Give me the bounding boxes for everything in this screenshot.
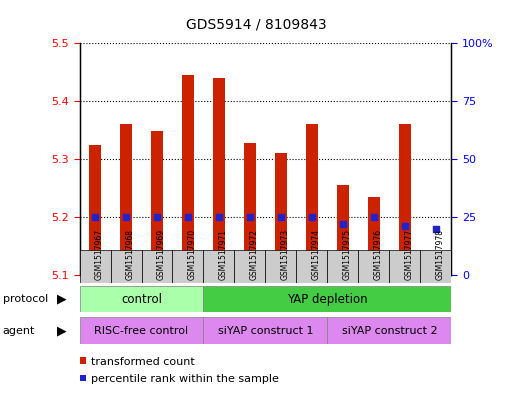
Bar — [110, 43, 142, 275]
Bar — [389, 43, 421, 275]
Bar — [204, 250, 234, 283]
Bar — [204, 43, 234, 275]
Bar — [234, 250, 265, 283]
Bar — [297, 250, 327, 283]
Bar — [265, 250, 297, 283]
Point — [308, 214, 316, 220]
Bar — [80, 43, 110, 275]
Bar — [151, 131, 163, 275]
Text: GSM1517975: GSM1517975 — [343, 229, 352, 280]
Text: percentile rank within the sample: percentile rank within the sample — [91, 374, 279, 384]
Bar — [204, 286, 451, 312]
Bar — [142, 43, 172, 275]
Bar — [421, 250, 451, 283]
Point — [184, 214, 192, 220]
Bar — [244, 143, 256, 275]
Point — [370, 214, 378, 220]
Text: GSM1517978: GSM1517978 — [436, 229, 445, 280]
Text: GSM1517971: GSM1517971 — [219, 229, 228, 280]
Bar — [142, 250, 172, 283]
Point — [339, 221, 347, 227]
Text: transformed count: transformed count — [91, 356, 194, 367]
Point — [277, 214, 285, 220]
Bar — [399, 124, 411, 275]
Point — [153, 214, 161, 220]
Bar — [327, 317, 451, 344]
Text: control: control — [121, 292, 162, 306]
Bar — [80, 286, 204, 312]
Bar — [234, 43, 265, 275]
Bar — [204, 317, 327, 344]
Bar — [120, 124, 132, 275]
Text: siYAP construct 2: siYAP construct 2 — [342, 325, 437, 336]
Bar — [110, 250, 142, 283]
Point — [122, 214, 130, 220]
Text: GSM1517977: GSM1517977 — [405, 229, 414, 280]
Point — [401, 223, 409, 230]
Bar — [80, 317, 204, 344]
Text: ▶: ▶ — [57, 324, 67, 337]
Bar — [359, 43, 389, 275]
Point — [246, 214, 254, 220]
Bar — [89, 145, 101, 275]
Bar — [265, 43, 297, 275]
Text: GSM1517973: GSM1517973 — [281, 229, 290, 280]
Bar — [327, 43, 359, 275]
Point — [432, 226, 440, 232]
Text: protocol: protocol — [3, 294, 48, 304]
Bar — [337, 185, 349, 275]
Bar — [389, 250, 421, 283]
Bar — [172, 43, 204, 275]
Text: GSM1517976: GSM1517976 — [374, 229, 383, 280]
Text: GSM1517972: GSM1517972 — [250, 229, 259, 280]
Text: GSM1517967: GSM1517967 — [95, 229, 104, 280]
Text: ▶: ▶ — [57, 292, 67, 306]
Bar — [421, 43, 451, 275]
Point — [91, 214, 99, 220]
Text: siYAP construct 1: siYAP construct 1 — [218, 325, 313, 336]
Text: GSM1517974: GSM1517974 — [312, 229, 321, 280]
Bar — [327, 250, 359, 283]
Text: GSM1517969: GSM1517969 — [157, 229, 166, 280]
Text: GDS5914 / 8109843: GDS5914 / 8109843 — [186, 18, 327, 32]
Text: YAP depletion: YAP depletion — [287, 292, 368, 306]
Bar — [430, 274, 442, 275]
Bar — [213, 78, 225, 275]
Bar — [172, 250, 204, 283]
Bar — [80, 250, 110, 283]
Text: RISC-free control: RISC-free control — [94, 325, 189, 336]
Text: GSM1517968: GSM1517968 — [126, 229, 135, 280]
Bar — [297, 43, 327, 275]
Bar — [306, 124, 318, 275]
Bar — [359, 250, 389, 283]
Point — [215, 214, 223, 220]
Bar — [275, 153, 287, 275]
Text: agent: agent — [3, 325, 35, 336]
Text: GSM1517970: GSM1517970 — [188, 229, 197, 280]
Bar — [368, 197, 380, 275]
Bar — [182, 75, 194, 275]
